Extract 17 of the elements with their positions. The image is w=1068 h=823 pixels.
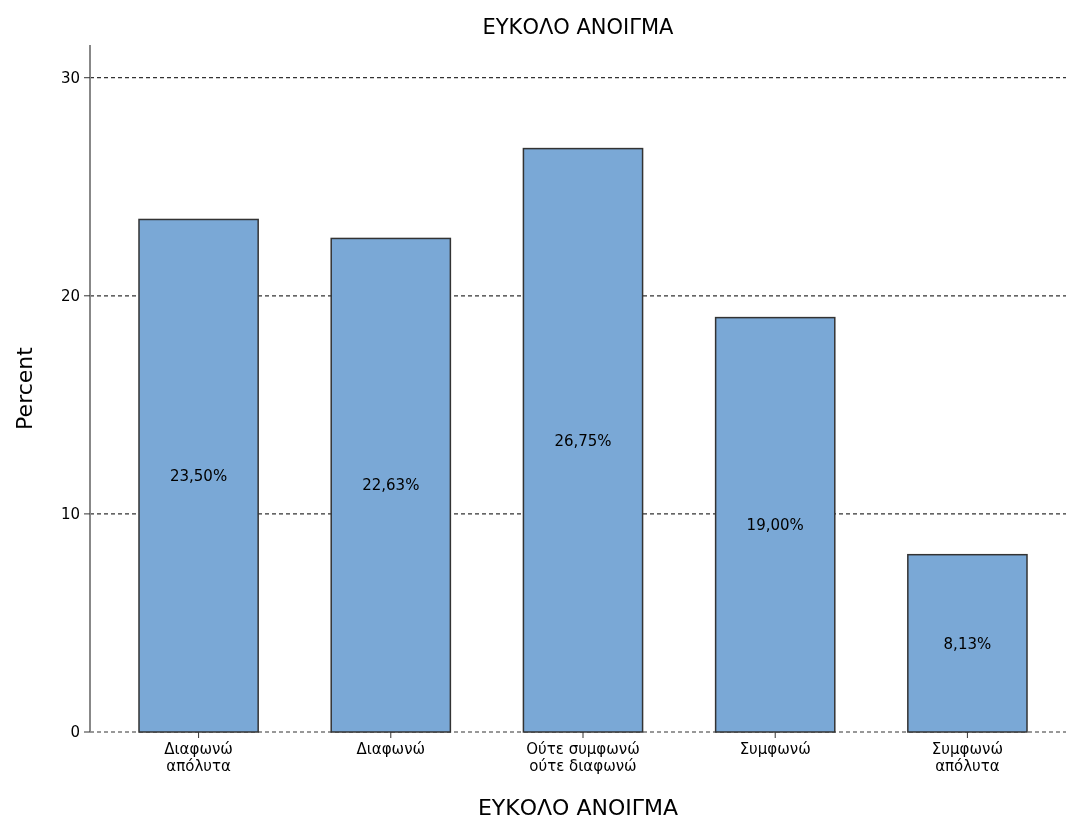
data-label: 19,00%: [746, 516, 804, 535]
data-label: 22,63%: [362, 476, 420, 495]
x-tick-label: Ούτε συμφωνώ ούτε διαφωνώ: [526, 740, 640, 775]
x-tick-label: Συμφωνώ απόλυτα: [931, 740, 1003, 775]
y-tick-label: 0: [70, 723, 80, 742]
x-tick-label: Διαφωνώ: [356, 740, 426, 758]
x-axis-title: ΕΥΚΟΛΟ ΑΝΟΙΓΜΑ: [477, 795, 679, 820]
y-tick-label: 10: [60, 505, 80, 524]
data-label: 26,75%: [554, 431, 612, 450]
x-tick-label: Διαφωνώ απόλυτα: [164, 740, 233, 775]
chart-title: ΕΥΚΟΛΟ ΑΝΟΙΓΜΑ: [482, 15, 675, 39]
y-tick-label: 30: [60, 68, 80, 87]
data-label: 8,13%: [943, 634, 992, 653]
y-tick-label: 20: [60, 287, 80, 306]
x-tick-label: Συμφωνώ: [739, 740, 811, 758]
data-label: 23,50%: [169, 466, 228, 485]
y-axis-title: Percent: [12, 346, 37, 430]
